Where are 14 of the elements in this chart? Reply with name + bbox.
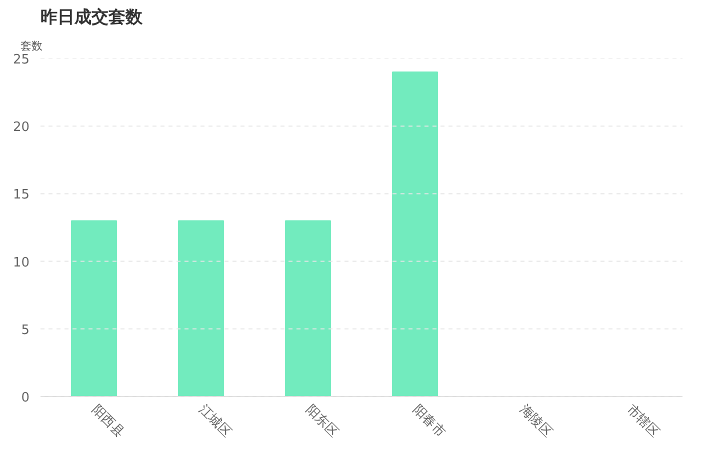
y-tick-label: 15 — [12, 188, 30, 203]
y-tick-label: 20 — [12, 120, 30, 136]
y-tick-label: 5 — [21, 322, 30, 338]
x-tick-label: 阳东区 — [302, 402, 341, 440]
chart-title: 昨日成交套数 — [40, 8, 144, 28]
y-tick-label: 10 — [12, 255, 30, 270]
x-tick-label: 阳春市 — [410, 402, 448, 440]
y-tick-label: 25 — [12, 52, 30, 68]
x-tick-label: 市辖区 — [624, 402, 662, 440]
x-tick-label: 江城区 — [196, 402, 234, 440]
y-tick-label: 0 — [21, 390, 30, 406]
y-axis-title: 套数 — [20, 40, 42, 52]
x-tick-label: 阳西县 — [88, 402, 127, 440]
x-tick-label: 海陵区 — [516, 402, 555, 440]
